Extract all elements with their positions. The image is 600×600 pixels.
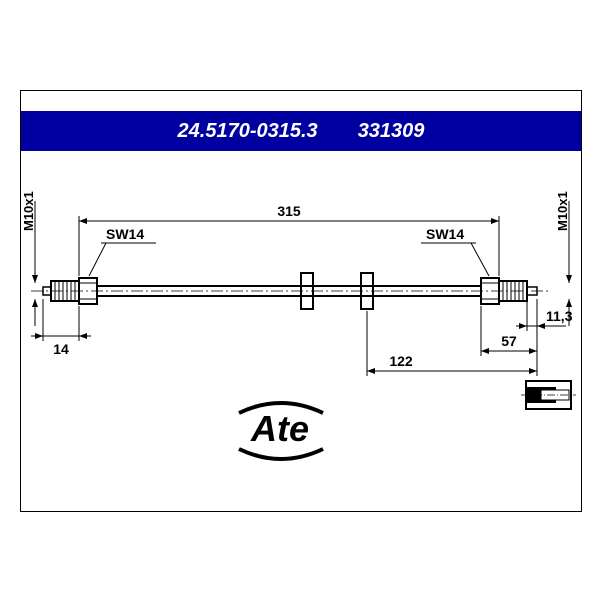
ref-number: 331309 (358, 120, 425, 143)
wrench-size-right: SW14 (426, 226, 464, 242)
technical-drawing: 315 SW14 SW14 M10x1 M10x1 (21, 161, 581, 491)
brand-logo: Ate (239, 403, 323, 459)
diagram-card: 24.5170-0315.3 331309 (20, 90, 582, 512)
dim-right-end: 11,3 (546, 308, 573, 324)
dim-ring-distance: 122 (389, 353, 413, 369)
thread-spec-left: M10x1 (21, 191, 36, 231)
dim-total-length: 315 (277, 203, 301, 219)
drawing-svg: 315 SW14 SW14 M10x1 M10x1 (21, 161, 581, 491)
thread-spec-right: M10x1 (555, 191, 570, 231)
part-number: 24.5170-0315.3 (178, 120, 318, 143)
wrench-size-left: SW14 (106, 226, 144, 242)
fitting-detail-icon (521, 381, 576, 409)
product-diagram-container: 24.5170-0315.3 331309 (0, 0, 600, 600)
dim-hex-end: 57 (501, 333, 517, 349)
dim-left-end: 14 (53, 341, 69, 357)
header-bar: 24.5170-0315.3 331309 (21, 111, 581, 151)
svg-text:Ate: Ate (250, 408, 309, 449)
